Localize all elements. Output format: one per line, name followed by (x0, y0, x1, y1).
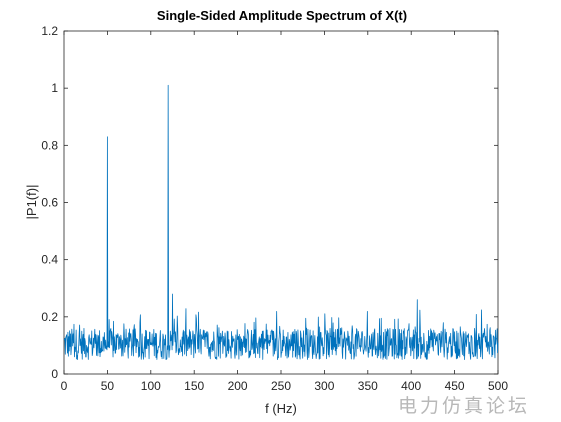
plot-area (63, 30, 499, 375)
axis-ticks (63, 30, 499, 375)
x-tick-label: 500 (488, 379, 508, 393)
x-tick-label: 350 (358, 379, 378, 393)
x-tick-label: 300 (314, 379, 334, 393)
spectrum-series-line (63, 84, 499, 361)
x-tick-label: 400 (401, 379, 421, 393)
x-tick-label: 100 (141, 379, 161, 393)
y-tick-labels: 0 0.2 0.4 0.6 0.8 1 1.2 (41, 24, 58, 381)
y-tick-label: 0.6 (41, 196, 58, 210)
y-tick-label: 0.2 (41, 310, 58, 324)
y-tick-label: 0.4 (41, 253, 58, 267)
y-tick-label: 0.8 (41, 138, 58, 152)
x-tick-label: 150 (184, 379, 204, 393)
x-tick-label: 200 (228, 379, 248, 393)
chart-title: Single-Sided Amplitude Spectrum of X(t) (157, 8, 407, 23)
x-tick-labels: 0 50 100 150 200 250 300 350 400 450 500 (61, 379, 509, 393)
y-axis-label: |P1(f)| (24, 185, 39, 220)
x-tick-label: 0 (61, 379, 68, 393)
x-tick-label: 250 (271, 379, 291, 393)
x-tick-label: 50 (101, 379, 115, 393)
watermark-text: 电力仿真论坛 (398, 395, 530, 417)
x-tick-label: 450 (445, 379, 465, 393)
y-tick-label: 0 (51, 367, 58, 381)
y-tick-label: 1.2 (41, 24, 58, 38)
x-axis-label: f (Hz) (265, 401, 297, 416)
y-tick-label: 1 (51, 81, 58, 95)
